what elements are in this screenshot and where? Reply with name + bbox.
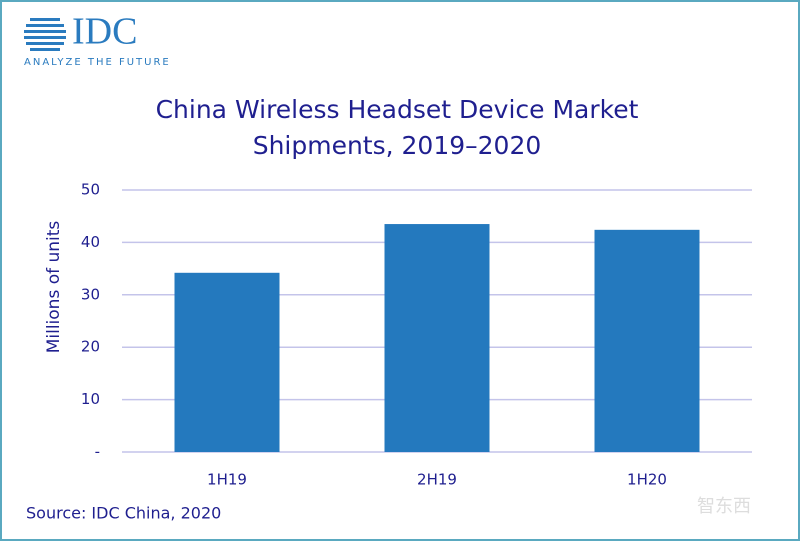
y-tick-label: 40	[81, 233, 100, 251]
y-tick-label: 20	[81, 338, 100, 356]
bar	[384, 224, 490, 452]
y-tick-label: -	[95, 443, 100, 461]
y-tick-label: 30	[81, 285, 100, 303]
logo-icon	[24, 18, 66, 51]
x-tick-label: 1H19	[207, 471, 247, 489]
x-tick-label: 1H20	[627, 471, 667, 489]
y-tick-label: 10	[81, 390, 100, 408]
bar	[174, 272, 280, 452]
watermark: 智东西	[697, 496, 751, 517]
chart-title: China Wireless Headset Device Market Shi…	[155, 95, 639, 160]
source: Source: IDC China, 2020	[26, 504, 221, 523]
y-tick-label: 50	[81, 181, 100, 199]
x-tick-label: 2H19	[417, 471, 457, 489]
y-axis-label: Millions of units	[44, 221, 64, 354]
logo-tagline: ANALYZE THE FUTURE	[24, 57, 171, 68]
logo-name: IDC	[72, 11, 137, 53]
bar	[594, 229, 700, 452]
